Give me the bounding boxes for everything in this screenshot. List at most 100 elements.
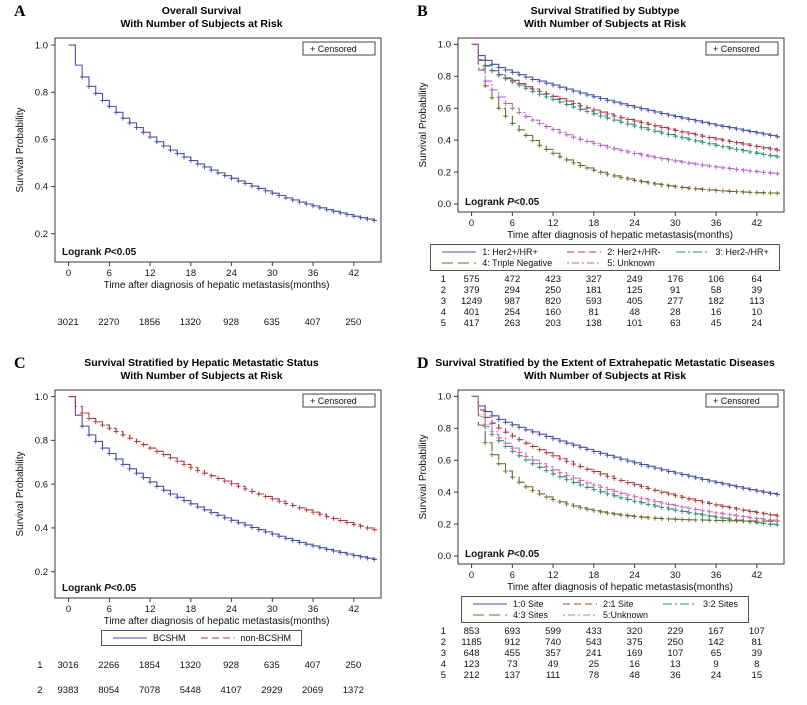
x-tick-label: 36 [711, 218, 722, 229]
legend-item-label: 2:1 Site [602, 599, 634, 610]
risk-value: 593 [585, 296, 602, 308]
risk-value: 1854 [139, 660, 161, 672]
risk-value: 250 [667, 637, 684, 649]
risk-value: 65 [710, 648, 722, 660]
survival-curve [68, 396, 377, 531]
risk-value: 912 [504, 637, 521, 649]
x-tick-label: 6 [106, 604, 111, 615]
x-tick-label: 30 [267, 604, 278, 615]
y-tick-label: 0.6 [34, 480, 47, 491]
panel-c: C Survival Stratified by Hepatic Metasta… [0, 352, 403, 705]
risk-value: 357 [545, 648, 561, 660]
legend-item-label: 4:3 Sites [512, 610, 548, 621]
risk-row: 2 1185 912 740 543 375 250 142 81 [416, 637, 794, 648]
panel-d-title-block: Survival Stratified by the Extent of Ext… [407, 357, 803, 383]
risk-value: 263 [504, 318, 521, 330]
risk-value: 250 [345, 660, 362, 672]
risk-value: 433 [585, 626, 602, 638]
risk-row-label: 4 [440, 659, 446, 671]
censor-marks [482, 409, 780, 498]
censored-legend-box [705, 41, 779, 56]
risk-value: 987 [504, 296, 521, 308]
legend-item: 2:1 Site [562, 599, 648, 609]
risk-row: 4 401 254 160 81 48 28 16 10 [416, 307, 794, 318]
x-tick-label: 36 [307, 268, 318, 279]
x-tick-label: 6 [510, 218, 515, 229]
risk-value: 635 [263, 660, 280, 672]
y-tick-label: 0.6 [34, 135, 47, 146]
risk-value: 9383 [57, 685, 79, 697]
risk-value: 7078 [139, 685, 161, 697]
risk-value: 176 [667, 274, 684, 286]
risk-value: 693 [504, 626, 521, 638]
risk-value: 294 [504, 285, 521, 297]
logrank-annotation: Logrank P<0.05 [62, 247, 137, 258]
risk-value: 417 [463, 318, 480, 330]
panel-a-title: Overall Survival [161, 5, 242, 17]
x-tick-label: 12 [548, 570, 559, 581]
risk-value: 405 [626, 296, 643, 308]
y-axis-label: Survival Probability [418, 435, 429, 520]
censor-marks [482, 83, 780, 196]
y-axis-label: Survival Probability [15, 452, 26, 537]
y-tick-label: 0.4 [438, 488, 451, 499]
legend-item: 1:0 Site [472, 599, 548, 609]
y-tick-label: 0.8 [34, 436, 47, 447]
risk-row-label: 1 [440, 274, 446, 286]
risk-value: 10 [751, 307, 763, 319]
survival-curve [471, 44, 780, 194]
panel-c-plot: 1.0 0.8 0.6 0.4 0.2 0 6 12 18 24 30 36 42 Survival Pr… [15, 389, 381, 615]
legend-line-sample [112, 637, 147, 639]
legend-item: 5:Unknown [562, 610, 648, 620]
legend-item-label: 4: Triple Negative [482, 258, 553, 269]
legend-item-label: 3: Her2-/HR+ [715, 247, 769, 258]
x-tick-label: 36 [307, 604, 318, 615]
risk-value: 81 [751, 637, 763, 649]
risk-value: 407 [304, 317, 321, 329]
risk-value: 45 [710, 318, 722, 330]
risk-value: 320 [626, 626, 643, 638]
x-tick-label: 24 [226, 604, 237, 615]
x-tick-label: 0 [65, 604, 70, 615]
panel-a-plot: 1.0 0.8 0.6 0.4 0.2 0 6 12 18 24 30 36 42 Survival Pr… [15, 37, 381, 279]
risk-row: 3021 2270 1856 1320 928 635 407 250 [13, 315, 391, 331]
panel-a: A Overall Survival With Number of Subjec… [0, 0, 403, 352]
y-tick-label: 1.0 [438, 40, 451, 51]
risk-value: 401 [463, 307, 480, 319]
risk-value: 28 [670, 307, 681, 319]
risk-value: 472 [504, 274, 521, 286]
risk-row-label: 3 [440, 296, 446, 308]
survival-curve [471, 44, 780, 138]
legend-item-label: 5:Unknown [602, 610, 649, 621]
y-tick-label: 0.8 [34, 88, 47, 99]
y-tick-label: 0.0 [438, 551, 451, 562]
x-tick-label: 30 [267, 268, 278, 279]
risk-row-label: 2 [440, 285, 446, 297]
legend-item: 5: Unknown [566, 258, 660, 268]
x-tick-label: 42 [348, 268, 359, 279]
legend-item: 4:3 Sites [472, 610, 548, 620]
x-tick-label: 6 [106, 268, 111, 279]
risk-value: 455 [504, 648, 521, 660]
risk-value: 820 [545, 296, 561, 308]
risk-row-label: 4 [440, 307, 446, 319]
risk-value: 39 [751, 648, 763, 660]
legend-item: 1: Her2+/HR+ [441, 247, 552, 257]
x-tick-label: 18 [185, 604, 196, 615]
risk-row-label: 5 [440, 318, 446, 330]
risk-value: 101 [626, 318, 643, 330]
legend-item: non-BCSHM [200, 633, 291, 643]
censor-marks [482, 58, 780, 140]
risk-value: 249 [626, 274, 643, 286]
censor-marks [482, 422, 780, 524]
risk-row-label: 1 [440, 626, 446, 638]
panel-d-x-axis-label: Time after diagnosis of hepatic metastas… [507, 582, 733, 594]
risk-value: 1320 [179, 317, 201, 329]
risk-value: 8054 [98, 685, 120, 697]
panel-a-letter: A [14, 3, 26, 20]
censor-marks [79, 74, 377, 224]
y-tick-label: 0.4 [438, 136, 451, 147]
panel-c-letter: C [14, 355, 26, 372]
x-tick-label: 36 [711, 570, 722, 581]
risk-value: 740 [545, 637, 561, 649]
